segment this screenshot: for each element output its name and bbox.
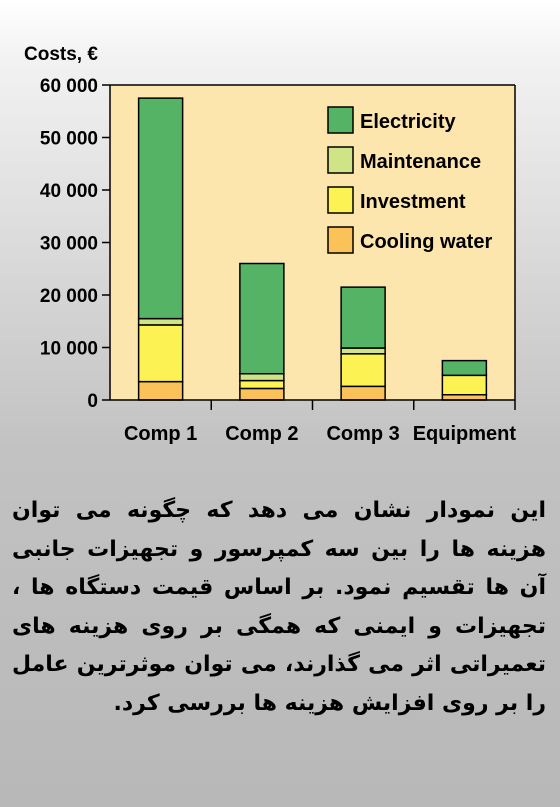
bar-segment-electricity [137, 97, 184, 320]
x-tick-label: Equipment [413, 423, 517, 445]
legend-label: Cooling water [360, 231, 492, 253]
y-tick-label: 50 000 [40, 129, 98, 150]
bar-segment-electricity [239, 262, 285, 375]
legend-label: Maintenance [360, 151, 481, 173]
legend-label: Electricity [360, 111, 456, 133]
y-tick-label: 30 000 [40, 234, 98, 255]
stacked-bar-chart: Costs, € 0 10 000 20 000 30 000 40 000 50 000… [24, 44, 517, 445]
bar-segment-cooling-water [239, 387, 285, 401]
legend-swatch [327, 226, 354, 254]
x-tick-label: Comp 1 [124, 423, 197, 445]
x-tick-label: Comp 2 [225, 423, 298, 445]
x-tick-label: Comp 3 [326, 423, 399, 445]
bar-segment-cooling-water [340, 385, 386, 401]
y-axis-label: Costs, € [24, 44, 98, 65]
bar-segment-investment [340, 353, 386, 388]
bar-segment-investment [441, 374, 488, 396]
legend-swatch [327, 146, 354, 174]
bar-segment-cooling-water [137, 380, 184, 401]
legend-swatch [327, 186, 354, 214]
legend-swatch [327, 106, 354, 134]
y-tick-label: 0 [87, 391, 98, 412]
y-tick-label: 40 000 [40, 181, 98, 202]
legend-label: Investment [360, 191, 466, 213]
bar-segment-electricity [441, 359, 488, 377]
y-tick-label: 20 000 [40, 286, 98, 307]
bar-segment-cooling-water [441, 394, 488, 401]
y-tick-label: 60 000 [40, 76, 98, 97]
bar-segment-investment [239, 379, 285, 390]
caption-text: این نمودار نشان می دهد که چگونه می توان … [12, 498, 546, 716]
bar-segment-electricity [340, 286, 386, 349]
bar-segment-investment [137, 324, 184, 383]
bar-segment-maintenance [137, 317, 184, 326]
bar-segment-maintenance [239, 373, 285, 382]
bar-segment-maintenance [340, 347, 386, 355]
y-tick-label: 10 000 [40, 339, 98, 360]
